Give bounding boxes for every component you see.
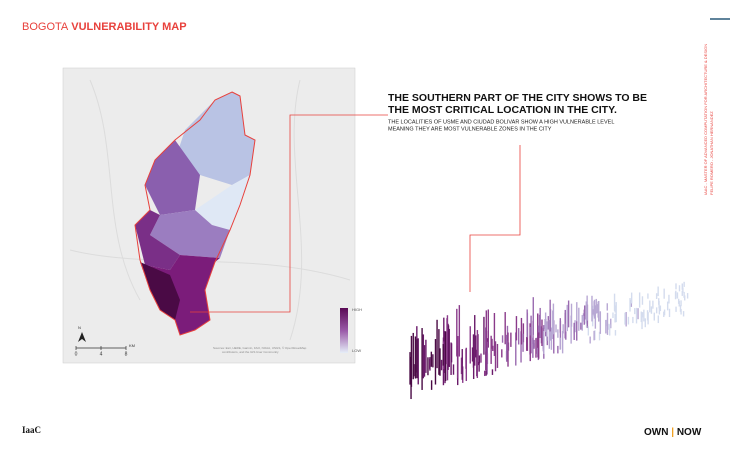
scale-label: 8 xyxy=(125,351,128,357)
connector-lines xyxy=(190,114,521,313)
logo: IaaC xyxy=(22,425,41,435)
title-light: BOGOTA xyxy=(22,21,69,33)
north-label: N xyxy=(78,325,81,330)
attribution: Sources: Esri, HERE, Garmin, FAO, NOAA, … xyxy=(213,346,307,350)
city-outline xyxy=(134,91,256,336)
legend-high: HIGH xyxy=(352,307,362,312)
district xyxy=(135,210,180,270)
description: THE LOCALITIES OF USME AND CIUDAD BOLIVA… xyxy=(388,119,614,125)
3d-visualization xyxy=(409,281,689,400)
headline: THE MOST CRITICAL LOCATION IN THE CITY. xyxy=(388,104,617,116)
scale-label: 0 xyxy=(75,351,78,357)
brand-right: NOW xyxy=(677,427,702,438)
district xyxy=(175,92,255,185)
city-map xyxy=(134,91,256,336)
brand-sep: | xyxy=(668,427,676,438)
district xyxy=(145,140,200,215)
slide-title: BOGOTA VULNERABILITY MAP xyxy=(22,21,187,33)
legend-low: LOW xyxy=(352,348,361,353)
district xyxy=(150,210,230,258)
brand-left: OWN xyxy=(644,427,668,438)
north-arrow xyxy=(78,332,86,342)
district xyxy=(195,175,250,230)
headline: THE SOUTHERN PART OF THE CITY SHOWS TO B… xyxy=(388,92,647,104)
attribution: contributors, and the GIS User Community xyxy=(222,350,279,354)
scale-unit: KM xyxy=(129,343,135,348)
scale-bar xyxy=(75,346,127,350)
description: MEANING THEY ARE MOST VULNERABLE ZONES I… xyxy=(388,126,552,132)
district xyxy=(140,262,180,320)
brand: OWN | NOW xyxy=(644,427,702,438)
side-text: FELIPE ROMERO - JONATHAN HERNANDEZ xyxy=(709,111,714,195)
legend-gradient xyxy=(340,308,348,353)
title-bold: VULNERABILITY MAP xyxy=(71,21,186,33)
side-text: IAAC - MASTER OF ADVANCED COMPUTATION FO… xyxy=(703,44,708,195)
scale-label: 4 xyxy=(100,351,103,357)
